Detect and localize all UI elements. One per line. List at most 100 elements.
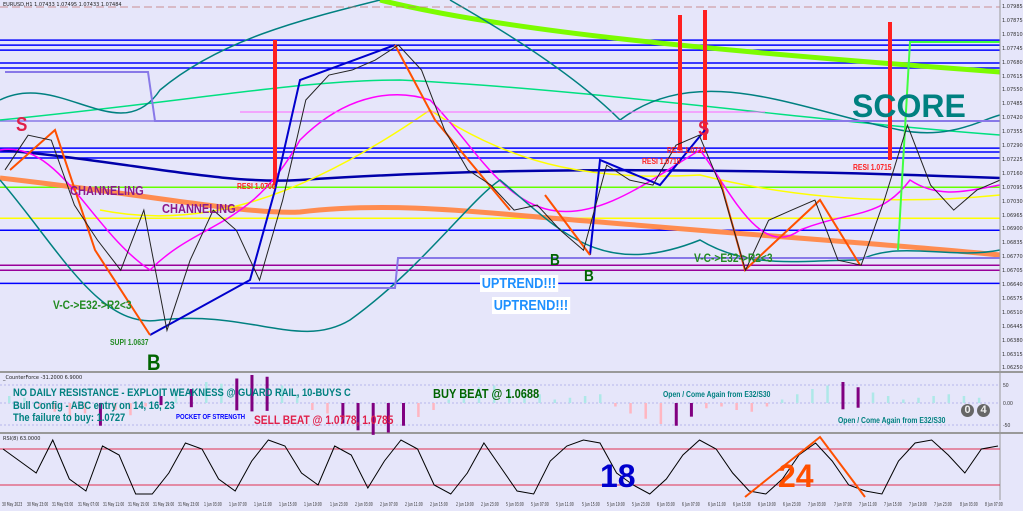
histogram-bar (977, 397, 981, 403)
sell-beat-label: SELL BEAT @ 1.0778, 1.0785 (254, 413, 394, 427)
open-label: Open / Come Again from E32/S30 (663, 390, 771, 399)
time-tick: 5 Jun 15:00 (581, 502, 600, 508)
histogram-bar (447, 399, 450, 403)
histogram-bar (735, 403, 738, 410)
time-tick: 2 Jun 11:00 (405, 502, 423, 508)
ma-navy-line (0, 148, 1001, 182)
price-tick: 1.06445 (1002, 323, 1023, 330)
vc-label: V-C->E32->R2<3 (53, 298, 132, 312)
histogram-bar (629, 403, 632, 414)
time-tick: 6 Jun 03:00 (657, 502, 675, 508)
price-tick: 1.07030 (1002, 198, 1023, 205)
histogram-bar (932, 396, 935, 403)
time-tick: 6 Jun 07:00 (682, 502, 701, 508)
bollinger-band-line (0, 0, 1001, 333)
histogram-bar (159, 396, 163, 406)
price-tick: 1.06965 (1002, 212, 1023, 219)
histogram-bar (553, 399, 557, 403)
time-tick: 2 Jun 03:00 (354, 502, 373, 508)
time-tick: 7 Jun 07:00 (833, 502, 852, 508)
red-signal-bars (273, 10, 892, 185)
price-tick: 1.07550 (1002, 87, 1023, 94)
time-tick: 5 Jun 07:00 (531, 502, 549, 508)
time-tick: 1 Jun 19:00 (304, 502, 323, 508)
time-tick: 6 Jun 23:00 (783, 502, 801, 508)
buy-signal-b: B (584, 268, 594, 285)
price-tick: 1.06380 (1002, 337, 1023, 344)
histogram-bar (644, 403, 647, 419)
oscillator-line (2, 438, 999, 495)
histogram-bar (583, 396, 587, 403)
price-tick: 1.07485 (1002, 101, 1023, 108)
time-tick: 2 Jun 15:00 (430, 502, 449, 508)
time-tick: 1 Jun 03:00 (203, 502, 222, 508)
histogram-bar (8, 396, 11, 403)
time-tick: 2 Jun 23:00 (480, 502, 499, 508)
sell-signal-s: S (16, 114, 28, 136)
indicator1-title: _CounterForce -31.2000 6.9000 (3, 375, 83, 381)
support-label: SUPI 1.0637 (110, 338, 149, 347)
histogram-bar (705, 403, 708, 409)
time-tick: 2 Jun 19:00 (455, 502, 474, 508)
price-tick: 1.07615 (1002, 73, 1023, 80)
time-tick: 8 Jun 03:00 (959, 502, 978, 508)
count-18: 18 (600, 458, 636, 494)
histogram-bar (68, 403, 72, 417)
histogram-bar (417, 403, 420, 417)
indicator2-title: RSI(8) 63.0000 (3, 436, 41, 442)
histogram-bar (765, 403, 769, 407)
histogram-bar (144, 403, 147, 407)
histogram-bar (720, 403, 723, 407)
time-tick: 6 Jun 15:00 (732, 502, 751, 508)
uptrend-label: UPTREND!!! (480, 275, 558, 292)
histogram-bar (356, 403, 360, 431)
histogram-bar (659, 403, 663, 424)
price-tick: 1.07810 (1002, 31, 1023, 38)
price-tick: 1.07745 (1002, 45, 1023, 52)
zigzag-orange-line (9, 44, 861, 336)
note-resistance: NO DAILY RESISTANCE - EXPLOIT WEAKNESS @… (13, 387, 351, 399)
histogram-bar (220, 383, 223, 403)
time-tick: 2 Jun 07:00 (380, 502, 398, 508)
price-tick: 1.07095 (1002, 184, 1023, 191)
time-tick: 5 Jun 11:00 (556, 502, 575, 508)
histogram-bar (205, 382, 208, 403)
histogram-bar (871, 392, 875, 403)
histogram-bar (432, 403, 435, 410)
histogram-bar (902, 399, 905, 403)
histogram-bar (53, 403, 56, 412)
histogram-bar (780, 399, 784, 403)
lavender-step-line (5, 71, 1000, 289)
histogram-bar (280, 385, 284, 403)
time-tick: 5 Jun 23:00 (632, 502, 650, 508)
green-spike-line (897, 41, 1000, 251)
histogram-bar (174, 390, 178, 403)
time-tick: 7 Jun 23:00 (934, 502, 953, 508)
histogram-bar (689, 403, 693, 417)
price-tick: 1.07225 (1002, 156, 1023, 163)
chart-header: EURUSD,H1 1.07433 1.07495 1.07433 1.0748… (3, 2, 122, 8)
histogram-bar (477, 387, 481, 403)
counter-badge-4: 4 (977, 404, 990, 417)
buy-signal-b: B (147, 350, 161, 375)
time-tick: 31 May 19:00 (153, 502, 175, 508)
buy-signal-b: B (550, 252, 560, 269)
histogram-bar (371, 403, 375, 435)
time-tick: 1 Jun 11:00 (254, 502, 272, 508)
price-close-line (4, 44, 1001, 333)
histogram-bar (129, 403, 132, 416)
histogram-tick: 0.00 (1003, 401, 1013, 407)
histogram-bar (295, 396, 299, 403)
resistance-label: RESI 1.0724 (667, 146, 706, 155)
counter-badge-0: 0 (961, 404, 974, 417)
osc-orange-zigzag (744, 435, 866, 498)
price-tick: 1.07420 (1002, 115, 1023, 122)
histogram-bar (265, 376, 269, 411)
price-tick: 1.06705 (1002, 268, 1023, 275)
price-tick: 1.06900 (1002, 226, 1023, 233)
histogram-bar (189, 389, 193, 408)
histogram-bar (796, 394, 799, 403)
histogram-bar (386, 403, 390, 433)
time-tick: 31 May 07:00 (77, 502, 99, 508)
